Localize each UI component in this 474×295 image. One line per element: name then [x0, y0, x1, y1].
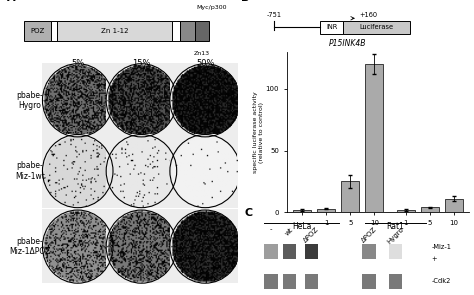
Text: A: A — [7, 0, 16, 4]
Bar — [305, 274, 318, 289]
Bar — [318, 209, 336, 212]
Text: INR: INR — [326, 24, 337, 30]
Text: Luciferase: Luciferase — [360, 24, 394, 30]
Text: Zn13: Zn13 — [194, 51, 210, 55]
Bar — [172, 21, 180, 41]
Bar — [320, 21, 343, 34]
Bar — [264, 274, 278, 289]
Bar — [305, 244, 318, 260]
Text: ΔPOZ: ΔPOZ — [302, 226, 320, 244]
Text: Zn 1-12: Zn 1-12 — [100, 28, 128, 34]
Text: pbabe-
Miz-1ΔPOZ: pbabe- Miz-1ΔPOZ — [9, 237, 51, 256]
Text: pbabe-
Miz-1wt: pbabe- Miz-1wt — [15, 161, 45, 181]
Bar — [195, 21, 210, 41]
Bar — [283, 274, 296, 289]
Text: C: C — [245, 208, 253, 218]
Bar — [397, 210, 415, 212]
Y-axis label: specific luciferase activity
(relative to control): specific luciferase activity (relative t… — [254, 91, 264, 173]
Bar — [343, 21, 410, 34]
Bar — [24, 21, 51, 41]
Bar — [264, 244, 278, 260]
Text: -Miz-1: -Miz-1 — [431, 245, 451, 250]
Bar — [57, 21, 172, 41]
Text: B: B — [241, 0, 249, 4]
Text: +: + — [431, 256, 437, 262]
Bar — [341, 181, 359, 212]
Text: ΔPOZ: ΔPOZ — [360, 226, 378, 244]
Bar — [51, 21, 57, 41]
Text: Myc/p300: Myc/p300 — [196, 5, 227, 10]
Text: POZ: POZ — [30, 28, 45, 34]
Bar — [363, 274, 376, 289]
Text: pbabe-
Hygro: pbabe- Hygro — [17, 91, 43, 110]
Text: P15INK4B: P15INK4B — [328, 39, 366, 48]
Text: -751: -751 — [267, 12, 282, 18]
Text: -: - — [270, 226, 272, 232]
Bar — [283, 244, 296, 260]
Text: Hygro: Hygro — [386, 226, 405, 245]
Text: -Cdk2: -Cdk2 — [431, 278, 451, 284]
Bar — [180, 21, 195, 41]
Bar — [420, 207, 438, 212]
Text: 15%: 15% — [132, 59, 151, 68]
Text: HeLa: HeLa — [292, 222, 311, 231]
Bar — [363, 244, 376, 260]
Bar — [365, 64, 383, 212]
Bar — [445, 199, 463, 212]
Text: wt: wt — [284, 226, 295, 237]
Bar — [389, 244, 402, 260]
Text: 50%: 50% — [196, 59, 214, 68]
Text: Rat1: Rat1 — [386, 222, 404, 231]
Bar — [293, 210, 311, 212]
Text: 5%: 5% — [71, 59, 84, 68]
Bar — [389, 274, 402, 289]
Text: +160: +160 — [359, 12, 377, 18]
